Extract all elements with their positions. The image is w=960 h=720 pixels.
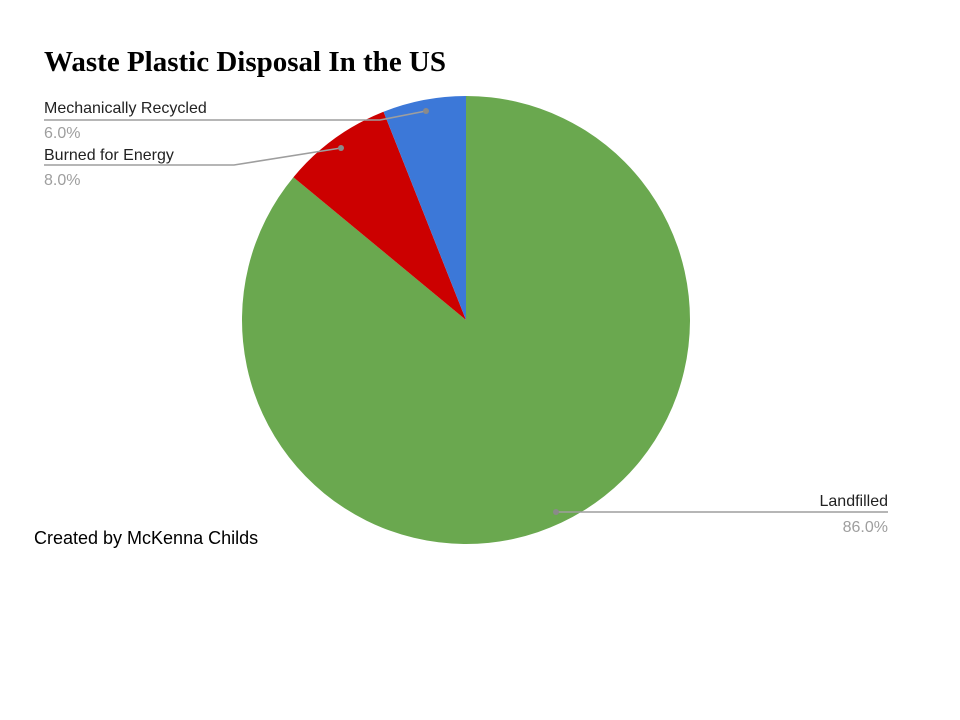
credit-text: Created by McKenna Childs [34,528,258,548]
pie-slice-mechanically-recycled [383,96,466,320]
leader-line-burned-for-energy [44,147,342,166]
leader-dot-mechanically-recycled [423,108,429,114]
slice-pct-burned-for-energy: 8.0% [44,172,80,189]
slice-name-burned-for-energy: Burned for Energy [44,147,174,164]
slice-label-landfilled: Landfilled 86.0% [553,493,888,536]
pie-slices [241,96,691,545]
leader-line-mechanically-recycled [44,110,427,121]
chart-title: Waste Plastic Disposal In the US [44,46,446,78]
pie-slice-burned-for-energy [293,111,466,320]
slice-pct-mechanically-recycled: 6.0% [44,125,80,142]
slice-name-mechanically-recycled: Mechanically Recycled [44,100,207,117]
pie-slice-landfilled [241,96,691,545]
slice-name-landfilled: Landfilled [820,493,889,510]
slice-pct-landfilled: 86.0% [843,519,888,536]
leader-dot-burned-for-energy [338,145,344,151]
slice-label-mechanically-recycled: Mechanically Recycled 6.0% [44,100,429,142]
slice-label-burned-for-energy: Burned for Energy 8.0% [44,145,344,189]
leader-dot-landfilled [553,509,559,515]
